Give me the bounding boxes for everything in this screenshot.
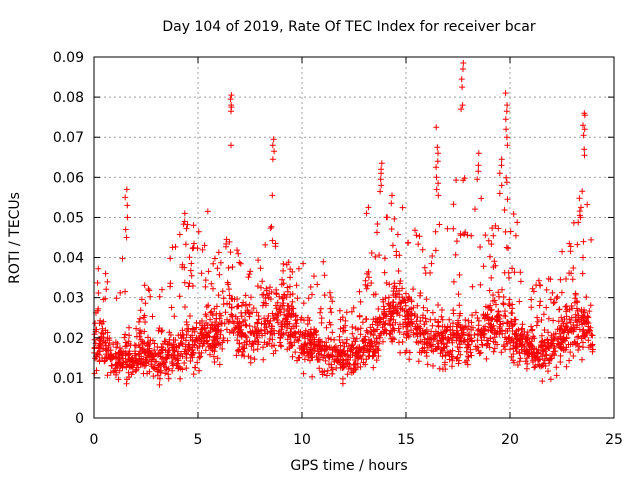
y-tick-label: 0.07 (53, 130, 84, 146)
chart-title: Day 104 of 2019, Rate Of TEC Index for r… (162, 19, 536, 35)
x-axis-label: GPS time / hours (290, 458, 407, 474)
y-tick-label: 0 (75, 411, 84, 427)
y-tick-label: 0.01 (53, 371, 84, 387)
y-tick-label: 0.02 (53, 331, 84, 347)
y-tick-label: 0.05 (53, 210, 84, 226)
y-axis-label: ROTI / TECUs (7, 192, 23, 284)
y-tick-label: 0.04 (53, 251, 84, 267)
y-tick-label: 0.06 (53, 170, 84, 186)
x-tick-label: 25 (605, 432, 623, 448)
data-points (91, 60, 596, 388)
scatter-markers (91, 60, 596, 388)
y-tick-label: 0.03 (53, 291, 84, 307)
x-tick-label: 10 (293, 432, 311, 448)
x-tick-label: 5 (194, 432, 203, 448)
plot-border (93, 56, 615, 419)
x-tick-label: 0 (90, 432, 99, 448)
y-tick-label: 0.08 (53, 90, 84, 106)
x-tick-label: 20 (501, 432, 519, 448)
y-tick-label: 0.09 (53, 50, 84, 66)
x-tick-label: 15 (397, 432, 415, 448)
y-axis-ticks: 0 0.01 0.02 0.03 0.04 0.05 0.06 0.07 0.08 0.09 (53, 50, 614, 427)
x-axis-ticks: 0 5 10 15 20 25 (90, 57, 623, 448)
